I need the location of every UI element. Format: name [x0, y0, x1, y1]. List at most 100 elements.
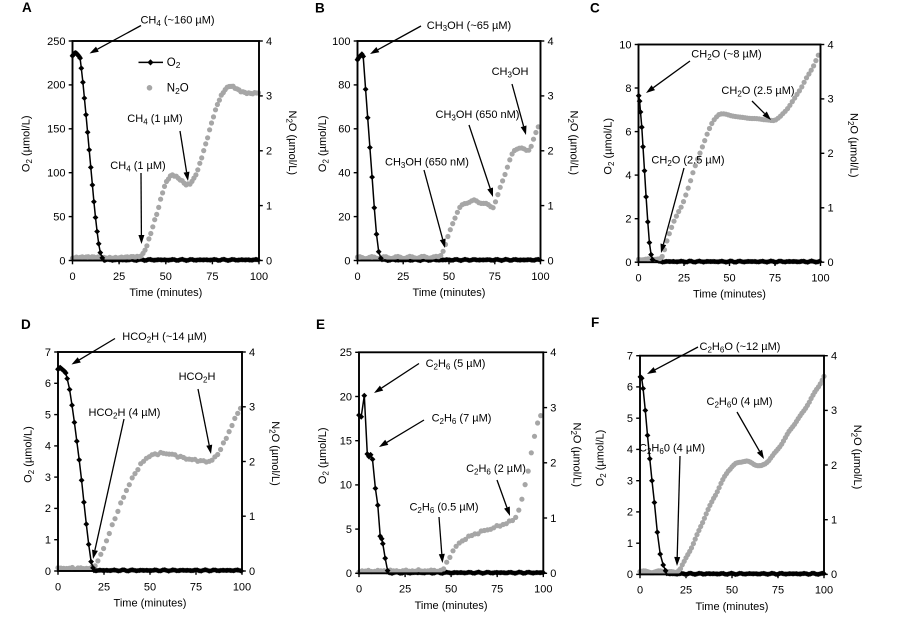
svg-text:Time (minutes): Time (minutes) [413, 287, 486, 299]
svg-text:7: 7 [45, 347, 51, 359]
svg-text:1: 1 [831, 515, 837, 527]
svg-text:6: 6 [45, 378, 51, 390]
svg-text:F: F [591, 315, 599, 330]
svg-text:0: 0 [548, 255, 554, 267]
svg-text:C: C [590, 1, 600, 16]
svg-text:C2​H6​ (7 µM): C2​H6​ (7 µM) [432, 413, 492, 426]
svg-text:0: 0 [637, 585, 643, 597]
svg-text:100: 100 [531, 271, 549, 283]
svg-text:2: 2 [548, 146, 554, 158]
svg-text:25: 25 [399, 584, 411, 596]
svg-text:0: 0 [55, 581, 61, 593]
svg-text:7: 7 [627, 351, 633, 363]
svg-text:100: 100 [233, 581, 251, 593]
svg-text:25: 25 [340, 347, 352, 359]
svg-text:CH3​OH: CH3​OH [492, 66, 529, 79]
svg-text:N2​O (µmol/L): N2​O (µmol/L) [285, 111, 298, 176]
svg-text:40: 40 [338, 168, 350, 180]
svg-text:A: A [22, 0, 32, 15]
svg-text:5: 5 [45, 409, 51, 421]
svg-text:3: 3 [627, 476, 633, 488]
svg-text:50: 50 [144, 581, 156, 593]
svg-text:4: 4 [550, 347, 556, 359]
svg-text:4: 4 [828, 39, 834, 51]
svg-text:25: 25 [678, 273, 690, 285]
svg-text:0: 0 [354, 271, 360, 283]
svg-text:2: 2 [828, 148, 834, 160]
svg-text:75: 75 [491, 584, 503, 596]
svg-text:N2​O (µmol/L): N2​O (µmol/L) [850, 425, 863, 490]
svg-text:0: 0 [828, 257, 834, 269]
svg-text:10: 10 [340, 480, 352, 492]
svg-text:3: 3 [249, 402, 255, 414]
svg-text:1: 1 [266, 200, 272, 212]
svg-text:100: 100 [815, 585, 833, 597]
svg-text:B: B [315, 0, 325, 15]
svg-text:3: 3 [550, 402, 556, 414]
svg-text:200: 200 [47, 80, 65, 92]
svg-text:0: 0 [346, 568, 352, 580]
svg-text:O2​ (µmol/L): O2​ (µmol/L) [595, 430, 608, 487]
svg-text:50: 50 [445, 584, 457, 596]
svg-text:O2​ (µmol/L): O2​ (µmol/L) [21, 115, 34, 172]
svg-text:4: 4 [249, 347, 255, 359]
svg-text:75: 75 [772, 585, 784, 597]
svg-text:3: 3 [45, 472, 51, 484]
svg-text:0: 0 [69, 271, 75, 283]
svg-text:2: 2 [45, 503, 51, 515]
svg-text:1: 1 [627, 538, 633, 550]
svg-text:C2​H6​ (5 µM): C2​H6​ (5 µM) [426, 358, 486, 371]
svg-text:HCO2​H: HCO2​H [179, 371, 216, 384]
svg-text:N2​O: N2​O [167, 83, 189, 96]
svg-text:O2​ (µmol/L): O2​ (µmol/L) [603, 118, 616, 175]
svg-text:5: 5 [346, 524, 352, 536]
svg-text:C2​H6​ (2 µM): C2​H6​ (2 µM) [466, 463, 526, 476]
svg-text:0: 0 [266, 255, 272, 267]
svg-text:1: 1 [828, 203, 834, 215]
svg-text:20: 20 [338, 211, 350, 223]
svg-text:250: 250 [47, 36, 65, 48]
svg-text:4: 4 [625, 170, 631, 182]
svg-text:CH2​O (2.5 µM): CH2​O (2.5 µM) [651, 155, 724, 168]
svg-text:25: 25 [113, 271, 125, 283]
svg-text:0: 0 [59, 255, 65, 267]
svg-text:5: 5 [627, 413, 633, 425]
svg-text:1: 1 [249, 511, 255, 523]
svg-text:C2​H6​O (~12 µM): C2​H6​O (~12 µM) [700, 341, 781, 354]
svg-text:1: 1 [550, 513, 556, 525]
svg-text:3: 3 [828, 94, 834, 106]
svg-text:O2​ (µmol/L): O2​ (µmol/L) [317, 427, 330, 484]
svg-text:0: 0 [831, 569, 837, 581]
svg-text:75: 75 [190, 581, 202, 593]
svg-text:HCO2​H (~14 µM): HCO2​H (~14 µM) [122, 331, 206, 344]
svg-text:O2​: O2​ [167, 57, 181, 70]
svg-text:10: 10 [619, 39, 631, 51]
svg-text:25: 25 [98, 581, 110, 593]
svg-text:2: 2 [625, 214, 631, 226]
svg-text:75: 75 [769, 273, 781, 285]
svg-text:Time (minutes): Time (minutes) [696, 601, 769, 613]
svg-text:O2​ (µmol/L): O2​ (µmol/L) [317, 115, 330, 172]
svg-text:2: 2 [550, 458, 556, 470]
svg-text:CH3​OH (~65 µM): CH3​OH (~65 µM) [427, 20, 511, 33]
svg-text:E: E [316, 317, 325, 332]
svg-text:6: 6 [625, 126, 631, 138]
svg-text:C2​H6​ (0.5 µM): C2​H6​ (0.5 µM) [409, 502, 478, 515]
svg-text:N2​O (µmol/L): N2​O (µmol/L) [268, 421, 281, 486]
svg-text:75: 75 [489, 271, 501, 283]
svg-text:Time (minutes): Time (minutes) [693, 289, 766, 301]
svg-text:N2​O (µmol/L): N2​O (µmol/L) [569, 423, 582, 488]
svg-text:0: 0 [625, 257, 631, 269]
svg-text:0: 0 [249, 566, 255, 578]
svg-text:4: 4 [266, 36, 272, 48]
svg-text:3: 3 [266, 91, 272, 103]
svg-text:50: 50 [723, 273, 735, 285]
svg-text:Time (minutes): Time (minutes) [129, 287, 202, 299]
svg-text:0: 0 [356, 584, 362, 596]
svg-text:CH3​OH (650 nM): CH3​OH (650 nM) [385, 157, 469, 170]
svg-text:3: 3 [548, 91, 554, 103]
svg-text:CH4​ (~160 µM): CH4​ (~160 µM) [140, 15, 214, 28]
svg-text:4: 4 [627, 444, 633, 456]
svg-text:0: 0 [344, 255, 350, 267]
svg-text:C2​H6​0 (4 µM): C2​H6​0 (4 µM) [639, 443, 705, 456]
